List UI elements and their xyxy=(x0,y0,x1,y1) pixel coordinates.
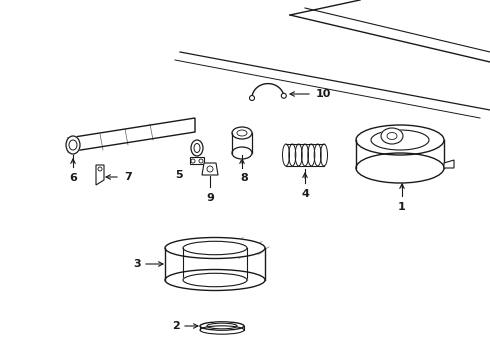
Polygon shape xyxy=(190,157,204,164)
Ellipse shape xyxy=(371,130,429,150)
Ellipse shape xyxy=(183,273,247,287)
Ellipse shape xyxy=(301,144,309,166)
Polygon shape xyxy=(68,118,195,152)
Ellipse shape xyxy=(314,144,321,166)
Text: 1: 1 xyxy=(398,202,406,212)
Ellipse shape xyxy=(232,127,252,139)
Ellipse shape xyxy=(207,323,237,329)
Text: 9: 9 xyxy=(206,193,214,203)
Ellipse shape xyxy=(191,140,203,156)
Polygon shape xyxy=(96,165,104,185)
Text: 2: 2 xyxy=(172,321,180,331)
Text: 6: 6 xyxy=(69,173,77,183)
Circle shape xyxy=(191,159,195,163)
Ellipse shape xyxy=(295,144,302,166)
Ellipse shape xyxy=(308,144,315,166)
Text: 8: 8 xyxy=(240,173,248,183)
Text: 7: 7 xyxy=(124,172,132,182)
Text: 10: 10 xyxy=(316,89,331,99)
Ellipse shape xyxy=(66,136,80,154)
Text: 4: 4 xyxy=(301,189,309,199)
Polygon shape xyxy=(202,163,218,175)
Circle shape xyxy=(249,95,254,100)
Circle shape xyxy=(207,166,213,172)
Circle shape xyxy=(281,93,286,98)
Ellipse shape xyxy=(200,322,244,330)
Ellipse shape xyxy=(165,270,265,291)
Ellipse shape xyxy=(283,144,290,166)
Ellipse shape xyxy=(381,128,403,144)
Ellipse shape xyxy=(356,125,444,155)
Ellipse shape xyxy=(320,144,327,166)
Text: 5: 5 xyxy=(175,170,183,180)
Ellipse shape xyxy=(165,238,265,258)
Text: 3: 3 xyxy=(133,259,141,269)
Polygon shape xyxy=(444,160,454,168)
Ellipse shape xyxy=(232,147,252,159)
Ellipse shape xyxy=(356,153,444,183)
Circle shape xyxy=(199,159,203,163)
Ellipse shape xyxy=(183,241,247,255)
Ellipse shape xyxy=(289,144,296,166)
